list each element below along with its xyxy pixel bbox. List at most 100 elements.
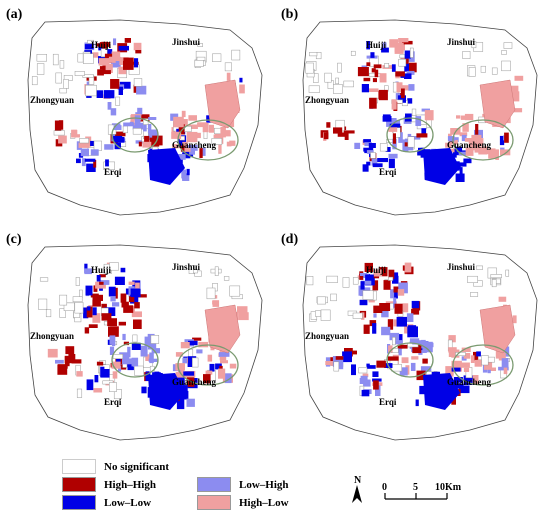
patch-ns <box>192 357 199 368</box>
district-label: Huiji <box>366 40 387 50</box>
legend-swatch <box>62 495 96 510</box>
patch-hh <box>97 69 104 76</box>
district-label: Jinshui <box>172 262 201 272</box>
patch-lh <box>412 340 422 345</box>
patch-ll <box>86 379 94 391</box>
patch-ll <box>404 73 412 79</box>
patch-hl <box>174 373 185 378</box>
patch-lh <box>196 349 203 354</box>
patch-ns <box>115 96 121 106</box>
district-label: Zhongyuan <box>30 331 74 341</box>
patch-ll <box>365 274 375 286</box>
patch-lh <box>398 345 402 356</box>
patch-ns <box>462 51 471 59</box>
patch-hl <box>488 148 496 159</box>
patch-ns <box>113 389 122 400</box>
patch-hl <box>218 143 222 154</box>
patch-ns <box>476 265 483 270</box>
patch-hl <box>396 82 403 93</box>
patch-hl <box>95 281 106 289</box>
patch-ns <box>59 294 68 306</box>
patch-lh <box>393 297 397 308</box>
patch-lh <box>109 346 115 355</box>
patch-hh <box>372 78 377 83</box>
patch-lh <box>181 169 187 179</box>
patch-ns <box>193 268 198 274</box>
patch-hl <box>212 300 220 307</box>
patch-lh <box>406 70 415 75</box>
patch-ll <box>396 316 407 327</box>
patch-ns <box>468 67 476 77</box>
patch-hl <box>72 129 78 137</box>
patch-ll <box>86 163 96 172</box>
patch-hh <box>118 321 126 326</box>
patch-ns <box>132 334 138 343</box>
patch-ll <box>127 366 134 371</box>
patch-ll <box>366 365 376 369</box>
patch-lh <box>104 144 114 150</box>
patch-lh <box>415 116 422 126</box>
patch-ns <box>74 71 85 76</box>
district-label: Huiji <box>91 40 112 50</box>
district-label: Zhongyuan <box>30 95 74 105</box>
patch-lh <box>136 85 147 95</box>
patch-ns <box>335 77 339 85</box>
patch-ns <box>487 267 497 279</box>
patch-hh <box>58 364 68 369</box>
patch-ns <box>76 388 83 398</box>
patch-hl <box>479 304 516 354</box>
patch-hh <box>404 142 410 147</box>
patch-ns <box>343 80 354 88</box>
patch-ll <box>359 299 368 306</box>
highlight-ellipse <box>386 117 434 153</box>
patch-hl <box>180 342 190 349</box>
patch-hl <box>471 134 482 140</box>
patch-hh <box>349 350 357 355</box>
patch-ns <box>79 289 83 298</box>
legend-swatch <box>197 495 231 510</box>
patch-hh <box>86 306 93 318</box>
patch-lh <box>392 138 397 150</box>
patch-lh <box>388 153 398 159</box>
patch-hh <box>344 131 349 140</box>
patch-hl <box>394 45 404 54</box>
patch-hh <box>323 132 329 140</box>
patch-hh <box>102 70 111 75</box>
patch-hl <box>218 368 226 379</box>
district-label: Guancheng <box>447 140 492 150</box>
patch-ll <box>455 151 459 156</box>
patch-ns <box>133 78 143 87</box>
patch-ns <box>473 280 483 287</box>
district-label: Jinshui <box>447 37 476 47</box>
patch-ns <box>471 41 477 49</box>
patch-hl <box>325 361 335 366</box>
patch-hl <box>238 312 249 321</box>
patch-ns <box>112 354 124 359</box>
patch-ns <box>481 355 489 366</box>
legend-swatch <box>62 459 96 474</box>
highlight-ellipse <box>111 342 159 378</box>
patch-lh <box>398 282 408 294</box>
patch-hl <box>474 144 480 153</box>
map-panel: (a) Huiji Jinshui Zhongyuan Guancheng Erqi <box>6 7 263 216</box>
patch-hh <box>363 324 370 334</box>
patch-ll <box>239 77 243 83</box>
patch-lh <box>134 115 141 124</box>
patch-ns <box>324 72 332 83</box>
patch-hh <box>357 67 369 77</box>
patch-hl <box>202 123 209 133</box>
patch-lh <box>382 42 387 48</box>
patch-ns <box>391 364 402 372</box>
patch-hh <box>88 324 98 328</box>
map-panel: (b) Huiji Jinshui Zhongyuan Guancheng Erqi <box>281 7 538 216</box>
patch-ns <box>214 266 219 276</box>
patch-ll <box>188 340 198 346</box>
patch-ll <box>389 123 401 130</box>
patch-ns <box>352 277 359 285</box>
patch-hl <box>197 122 208 128</box>
patch-hh <box>337 132 348 137</box>
patch-ll <box>186 168 190 176</box>
patch-lh <box>148 341 157 350</box>
patch-ns <box>350 50 356 56</box>
patch-hl <box>78 142 90 148</box>
